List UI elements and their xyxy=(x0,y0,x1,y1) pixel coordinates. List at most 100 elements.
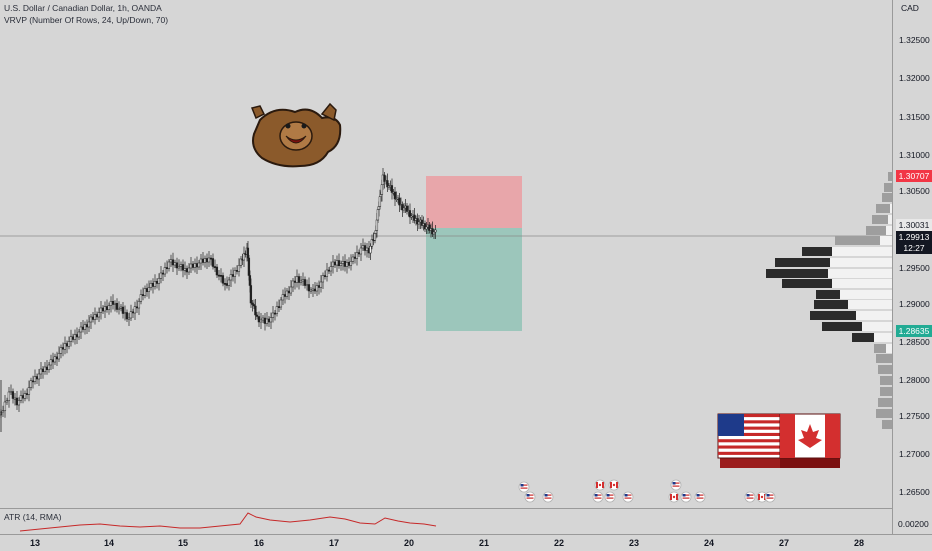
us-flag-event-icon[interactable] xyxy=(604,491,616,503)
volume-profile-row xyxy=(852,333,892,342)
candle xyxy=(183,261,187,276)
candle xyxy=(79,322,83,339)
candle xyxy=(75,327,79,344)
us-flag-event-icon[interactable] xyxy=(744,491,756,503)
volume-profile-row xyxy=(884,183,892,192)
volume-profile-row xyxy=(876,204,892,213)
candle xyxy=(77,329,81,340)
candle xyxy=(91,312,95,323)
candle xyxy=(105,299,109,313)
candle xyxy=(343,254,347,272)
price-tick-label: 1.27000 xyxy=(899,449,930,459)
candle xyxy=(115,298,119,313)
candle xyxy=(61,342,65,357)
candle xyxy=(251,300,254,312)
us-flag-event-icon[interactable] xyxy=(694,491,706,503)
last-price-tag: 1.29913 xyxy=(896,231,932,243)
chart-area[interactable]: U.S. Dollar / Canadian Dollar, 1h, OANDA… xyxy=(0,0,892,508)
candle xyxy=(167,259,171,272)
volume-profile-row xyxy=(775,258,892,267)
stop-loss-zone[interactable] xyxy=(426,176,522,228)
candle xyxy=(239,256,243,269)
atr-pane[interactable]: ATR (14, RMA) xyxy=(0,508,892,535)
candle xyxy=(123,305,127,321)
candle xyxy=(281,289,285,305)
price-chart[interactable] xyxy=(0,0,892,508)
candle xyxy=(271,306,275,323)
candle xyxy=(83,321,87,335)
bear-mascot-icon xyxy=(250,102,342,168)
us-flag-event-icon[interactable] xyxy=(764,491,776,503)
candle xyxy=(255,312,259,320)
us-flag-event-icon[interactable] xyxy=(542,491,554,503)
candle xyxy=(179,261,183,272)
time-tick-label: 16 xyxy=(254,538,265,548)
candle xyxy=(331,255,335,274)
price-axis[interactable]: CAD 1.32500 1.32000 1.31500 1.31000 1.30500 1… xyxy=(892,0,932,534)
volume-profile-row xyxy=(816,290,892,299)
us-flag-event-icon[interactable] xyxy=(622,491,634,503)
us-flag-event-icon[interactable] xyxy=(518,481,530,493)
candle xyxy=(291,278,295,292)
candle xyxy=(11,388,15,404)
candle xyxy=(189,257,193,273)
us-flag-event-icon[interactable] xyxy=(592,491,604,503)
candle xyxy=(275,301,279,317)
candle xyxy=(41,366,45,379)
candle xyxy=(423,220,427,232)
time-axis[interactable]: 13 14 15 16 17 20 21 22 23 24 27 28 xyxy=(0,534,932,551)
volume-profile-row xyxy=(782,279,892,288)
candle xyxy=(416,213,419,231)
candle xyxy=(410,213,413,220)
candle xyxy=(223,278,227,291)
candle xyxy=(161,270,165,281)
time-tick-label: 21 xyxy=(479,538,490,548)
candle xyxy=(49,354,53,370)
candle xyxy=(133,301,137,320)
candle xyxy=(205,253,209,269)
candle xyxy=(325,263,329,282)
candle xyxy=(31,375,35,389)
volume-profile-row xyxy=(872,215,892,224)
candle xyxy=(307,277,311,298)
candle xyxy=(19,390,23,404)
target-price-tag: 1.28635 xyxy=(896,325,932,337)
time-tick-label: 27 xyxy=(779,538,790,548)
candle xyxy=(5,397,9,405)
candle xyxy=(329,261,333,276)
candle xyxy=(55,351,59,366)
atr-label[interactable]: ATR (14, RMA) xyxy=(4,512,62,522)
us-flag-event-icon[interactable] xyxy=(524,491,536,503)
candle xyxy=(227,277,231,291)
candle xyxy=(363,242,367,256)
take-profit-zone[interactable] xyxy=(426,228,522,331)
candle xyxy=(259,313,263,329)
candle xyxy=(191,261,195,271)
candle xyxy=(27,380,31,402)
price-tick-label: 1.29000 xyxy=(899,299,930,309)
currency-label: CAD xyxy=(901,3,919,13)
candle xyxy=(81,320,85,333)
canada-flag-event-icon[interactable] xyxy=(594,479,606,491)
us-flag-event-icon[interactable] xyxy=(670,479,682,491)
candle xyxy=(89,314,93,329)
candle xyxy=(337,253,341,269)
candle xyxy=(95,311,99,320)
candle xyxy=(317,280,321,295)
candle xyxy=(233,267,237,284)
volume-profile-row xyxy=(802,247,892,256)
canada-flag-event-icon[interactable] xyxy=(608,479,620,491)
symbol-title[interactable]: U.S. Dollar / Canadian Dollar, 1h, OANDA xyxy=(4,3,162,13)
canada-flag-event-icon[interactable] xyxy=(668,491,680,503)
us-flag-event-icon[interactable] xyxy=(680,491,692,503)
candle xyxy=(221,272,225,287)
candle xyxy=(97,307,101,322)
candle xyxy=(323,270,327,280)
candle xyxy=(147,280,151,299)
candle xyxy=(215,264,219,278)
candle xyxy=(301,272,305,286)
candle xyxy=(127,313,131,326)
indicator-label[interactable]: VRVP (Number Of Rows, 24, Up/Down, 70) xyxy=(4,15,169,25)
time-tick-label: 20 xyxy=(404,538,415,548)
candle xyxy=(157,273,161,291)
